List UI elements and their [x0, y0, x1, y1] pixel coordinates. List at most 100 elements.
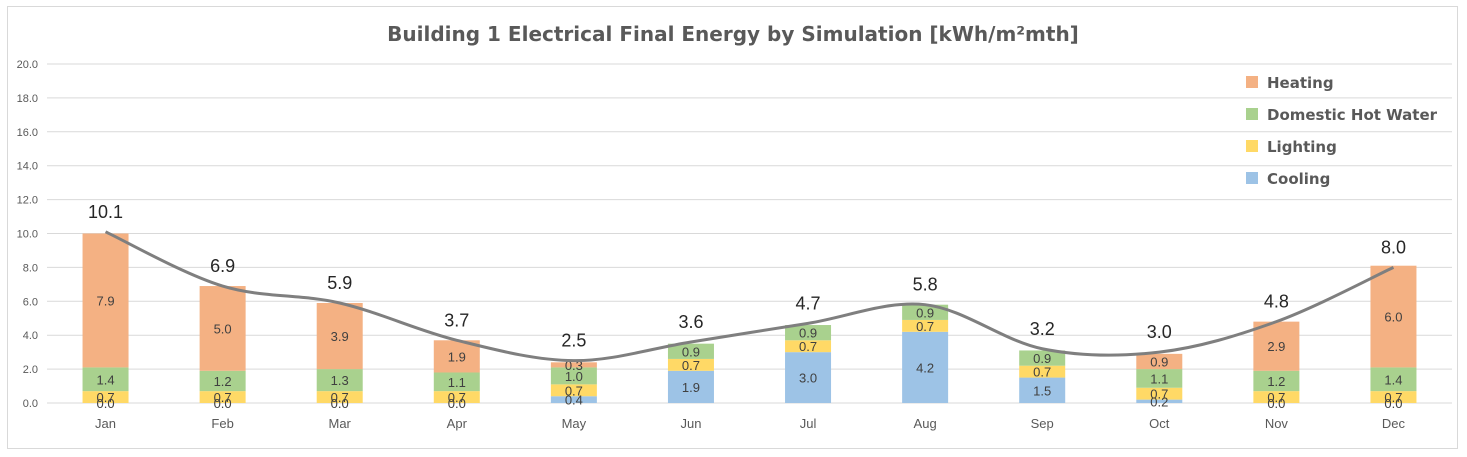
bar-segment [667, 358, 714, 371]
bar-segment [1370, 265, 1417, 368]
segment-value-label: 4.2 [916, 360, 934, 375]
total-line [104, 230, 1395, 363]
bar-segment [1136, 353, 1183, 370]
bar-segment [1370, 367, 1417, 392]
bars [82, 233, 1417, 403]
segment-value-label: 5.0 [214, 321, 232, 336]
segment-value-label: 6.0 [1384, 310, 1402, 325]
bar-segment [1019, 350, 1066, 366]
bar-segment [550, 396, 597, 403]
bar-segment [316, 369, 363, 392]
bar-segment [902, 331, 949, 403]
bar-segment [433, 340, 480, 373]
segment-value-label: 0.0 [97, 396, 115, 411]
segment-value-label: 0.0 [214, 396, 232, 411]
total-value-label: 10.1 [88, 202, 123, 222]
bar-segment [902, 304, 949, 320]
segment-value-label: 0.0 [1267, 396, 1285, 411]
bar-segment [550, 384, 597, 397]
gridlines [47, 63, 1452, 404]
segment-value-label: 1.4 [97, 372, 115, 387]
bar-segment [667, 370, 714, 403]
segment-value-label: 0.7 [1267, 390, 1285, 405]
x-category-label: Dec [1382, 416, 1406, 431]
total-value-label: 8.0 [1381, 237, 1406, 257]
x-category-label: Apr [447, 416, 468, 431]
segment-labels: 0.00.71.47.90.00.71.25.00.00.71.33.90.00… [97, 293, 1403, 411]
chart-title: Building 1 Electrical Final Energy by Si… [387, 22, 1079, 46]
chart-frame [7, 6, 1458, 449]
bar-segment [902, 319, 949, 332]
y-axis-ticks: 0.0 2.0 4.0 6.0 8.0 10.0 12.0 14.0 16.0 18.0 20.0 [17, 59, 38, 410]
legend-label: Heating [1267, 74, 1334, 92]
total-value-label: 4.8 [1264, 292, 1289, 312]
segment-value-label: 0.7 [331, 390, 349, 405]
bar-segment [1019, 365, 1066, 378]
x-category-label: May [562, 416, 587, 431]
x-category-label: Jun [680, 416, 701, 431]
legend-swatch [1246, 108, 1258, 120]
bar-segment [1253, 321, 1300, 371]
segment-value-label: 0.0 [331, 396, 349, 411]
y-tick-label: 12.0 [17, 195, 38, 207]
bar-segment [199, 286, 246, 371]
legend-label: Cooling [1267, 170, 1330, 188]
total-value-label: 2.5 [561, 331, 586, 351]
legend: Heating Domestic Hot Water Lighting Cooling [1246, 74, 1438, 188]
segment-value-label: 0.2 [1150, 394, 1168, 409]
bar-segment [82, 367, 129, 392]
legend-swatch [1246, 76, 1258, 88]
total-value-label: 3.6 [678, 312, 703, 332]
bar-segment [785, 325, 832, 341]
segment-value-label: 1.4 [1384, 372, 1402, 387]
bar-segment [316, 302, 363, 370]
bar-segment [667, 343, 714, 359]
segment-value-label: 0.7 [565, 383, 583, 398]
y-tick-label: 8.0 [23, 262, 38, 274]
segment-value-label: 0.7 [1033, 365, 1051, 380]
bar-segment [316, 391, 363, 403]
segment-value-label: 0.9 [916, 305, 934, 320]
x-category-label: Nov [1265, 416, 1289, 431]
total-value-label: 3.2 [1030, 319, 1055, 339]
segment-value-label: 0.9 [682, 344, 700, 359]
x-category-label: Mar [329, 416, 352, 431]
legend-swatch [1246, 172, 1258, 184]
segment-value-label: 3.0 [799, 371, 817, 386]
segment-value-label: 0.7 [1150, 387, 1168, 402]
bar-segment [1253, 370, 1300, 392]
segment-value-label: 0.0 [448, 396, 466, 411]
total-value-label: 4.7 [796, 293, 821, 313]
legend-label: Lighting [1267, 138, 1337, 156]
bar-segment [433, 391, 480, 403]
x-category-label: Aug [914, 416, 937, 431]
y-tick-label: 10.0 [17, 229, 38, 241]
segment-value-label: 1.0 [565, 369, 583, 384]
bar-segment [82, 233, 129, 368]
segment-value-label: 1.9 [448, 349, 466, 364]
bar-segment [1019, 377, 1066, 403]
y-tick-label: 6.0 [23, 296, 38, 308]
bar-segment [1136, 369, 1183, 388]
segment-value-label: 1.3 [331, 373, 349, 388]
segment-value-label: 0.7 [799, 339, 817, 354]
y-tick-label: 14.0 [17, 161, 38, 173]
y-tick-label: 4.0 [23, 330, 38, 342]
segment-value-label: 3.9 [331, 329, 349, 344]
bar-segment [550, 362, 597, 368]
bar-segment [199, 370, 246, 392]
y-tick-label: 18.0 [17, 93, 38, 105]
x-axis-categories: Jan Feb Mar Apr May Jun Jul Aug Sep Oct Nov Dec [95, 416, 1405, 431]
segment-value-label: 1.9 [682, 380, 700, 395]
total-series-line [104, 230, 1395, 363]
bar-segment [785, 340, 832, 353]
segment-value-label: 0.9 [1150, 354, 1168, 369]
segment-value-label: 1.2 [214, 374, 232, 389]
segment-value-label: 7.9 [97, 293, 115, 308]
segment-value-label: 0.7 [214, 390, 232, 405]
bar-segment [82, 391, 129, 403]
y-tick-label: 0.0 [23, 398, 38, 410]
segment-value-label: 0.7 [916, 319, 934, 334]
bar-segment [1136, 387, 1183, 400]
bar-segment [1253, 391, 1300, 403]
